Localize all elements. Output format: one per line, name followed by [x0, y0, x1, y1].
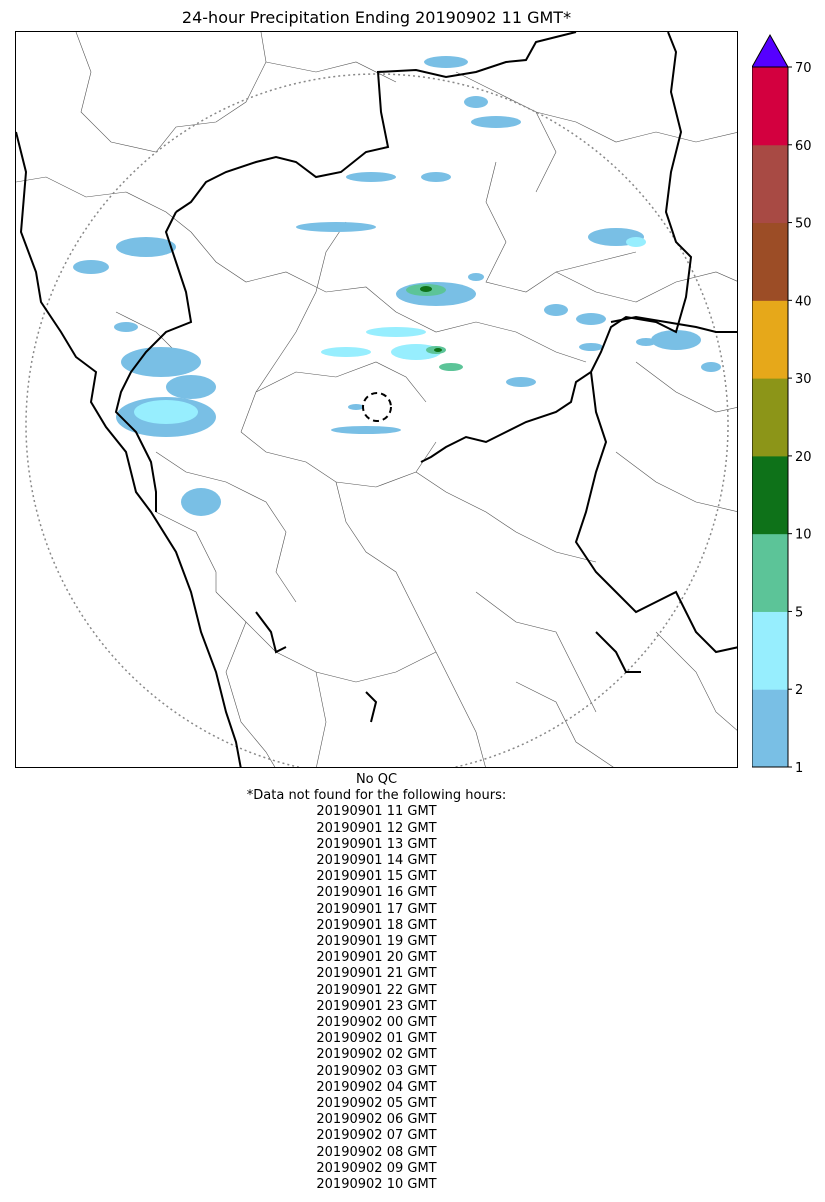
colorbar-bin [752, 533, 788, 612]
colorbar-tick-label: 40 [795, 294, 812, 309]
missing-hour-item: 20190901 17 GMT [316, 901, 437, 917]
radar-map [16, 32, 737, 767]
qc-status: No QC [355, 772, 398, 787]
colorbar-tick-label: 50 [795, 217, 812, 232]
missing-hour-item: 20190902 06 GMT [316, 1112, 437, 1128]
colorbar-tick-label: 10 [795, 528, 812, 543]
colorbar-tick-label: 2 [795, 683, 803, 698]
missing-hour-item: 20190902 00 GMT [316, 1015, 437, 1031]
missing-hour-item: 20190901 21 GMT [316, 966, 437, 982]
missing-hour-item: 20190901 22 GMT [316, 982, 437, 998]
range-ring [25, 73, 729, 767]
missing-hour-item: 20190901 11 GMT [316, 804, 437, 820]
colorbar-tick-label: 5 [795, 605, 803, 620]
missing-hour-item: 20190902 08 GMT [316, 1144, 437, 1160]
colorbar-bin [752, 378, 788, 457]
colorbar-tick-label: 1 [795, 761, 803, 775]
missing-hour-item: 20190902 10 GMT [316, 1177, 437, 1193]
notes: No QC *Data not found for the following … [15, 772, 738, 1193]
map-panel[interactable] [15, 31, 738, 768]
missing-hour-item: 20190901 23 GMT [316, 998, 437, 1014]
colorbar-tick-label: 60 [795, 139, 812, 154]
colorbar-tick-label: 20 [795, 450, 812, 465]
missing-data-header: *Data not found for the following hours: [246, 788, 507, 804]
radar-site-marker [362, 392, 392, 422]
missing-hour-item: 20190902 02 GMT [316, 1047, 437, 1063]
colorbar-tick-label: 70 [795, 61, 812, 76]
colorbar-bin [752, 300, 788, 379]
missing-hour-item: 20190902 05 GMT [316, 1096, 437, 1112]
missing-hour-item: 20190902 07 GMT [316, 1128, 437, 1144]
missing-hour-item: 20190902 03 GMT [316, 1063, 437, 1079]
colorbar-bin [752, 455, 788, 535]
missing-hour-item: 20190902 01 GMT [316, 1031, 437, 1047]
colorbar-bin [752, 611, 788, 690]
missing-hours-list: 20190901 11 GMT 20190901 12 GMT 20190901 1… [15, 804, 738, 1193]
precipitation-areas [73, 56, 721, 516]
colorbar-extend-arrow [752, 33, 789, 68]
missing-hour-item: 20190901 14 GMT [316, 853, 437, 869]
colorbar-bin [752, 222, 788, 301]
map-title: 24-hour Precipitation Ending 20190902 11… [181, 8, 572, 27]
district-boundaries [16, 32, 737, 767]
missing-hour-item: 20190902 09 GMT [316, 1160, 437, 1176]
state-boundaries [16, 32, 737, 767]
missing-hour-item: 20190901 18 GMT [316, 917, 437, 933]
colorbar-bin [752, 144, 788, 224]
colorbar-tick-label: 30 [795, 372, 812, 387]
missing-hour-item: 20190901 15 GMT [316, 869, 437, 885]
colorbar-bin [752, 67, 788, 146]
colorbar-outline [752, 66, 789, 768]
missing-hour-item: 20190902 04 GMT [316, 1079, 437, 1095]
missing-hour-item: 20190901 16 GMT [316, 885, 437, 901]
missing-hour-item: 20190901 19 GMT [316, 934, 437, 950]
colorbar: 1 2 5 10 20 30 40 50 60 70 [752, 33, 812, 775]
missing-hour-item: 20190901 20 GMT [316, 950, 437, 966]
missing-hour-item: 20190901 13 GMT [316, 836, 437, 852]
colorbar-bin [752, 689, 788, 768]
missing-hour-item: 20190901 12 GMT [316, 820, 437, 836]
